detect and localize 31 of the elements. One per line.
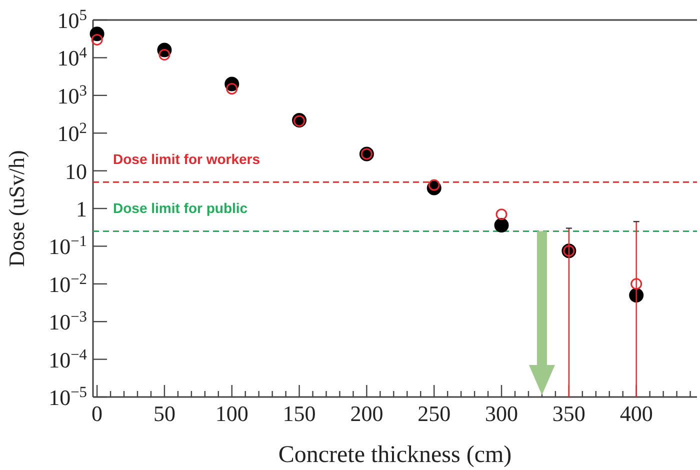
y-tick-label: 10$^{3}$: [57, 82, 88, 108]
ref-line-label: Dose limit for public: [113, 200, 248, 216]
x-tick-label: 200: [350, 401, 384, 426]
x-tick-label: 250: [418, 401, 451, 426]
y-tick-label: 10$^{5}$: [57, 6, 88, 33]
point: [428, 179, 440, 191]
y-tick-label: 10: [65, 158, 87, 184]
ref-line-label: Dose limit for workers: [113, 151, 260, 168]
y-tick-label: 10$^{4}$: [57, 44, 88, 71]
y-tick-label: 10$^{−5}$: [48, 384, 88, 410]
y-tick-label: 10$^{−2}$: [48, 270, 87, 297]
point: [630, 278, 642, 290]
y-tick-label: 1: [76, 196, 87, 222]
point: [91, 34, 103, 46]
y-tick-label: 10$^{−4}$: [48, 346, 88, 372]
x-tick-label: 350: [552, 401, 586, 426]
y-tick-label: 10$^{−1}$: [48, 232, 87, 260]
point: [494, 218, 509, 232]
point: [226, 83, 238, 95]
y-axis-title: Dose (uSv/h): [4, 150, 29, 267]
point: [496, 208, 508, 220]
x-axis-title: Concrete thickness (cm): [278, 442, 512, 468]
x-tick-label: 50: [153, 401, 176, 426]
x-tick-label: 100: [215, 401, 248, 426]
x-tick-label: 400: [620, 401, 653, 426]
x-tick-label: 150: [282, 401, 316, 426]
y-tick-label: 10$^{2}$: [57, 120, 87, 146]
y-tick-label: 10$^{−3}$: [48, 308, 88, 335]
x-tick-label: 300: [485, 401, 518, 426]
point: [158, 48, 170, 60]
x-tick-label: 0: [92, 401, 103, 426]
